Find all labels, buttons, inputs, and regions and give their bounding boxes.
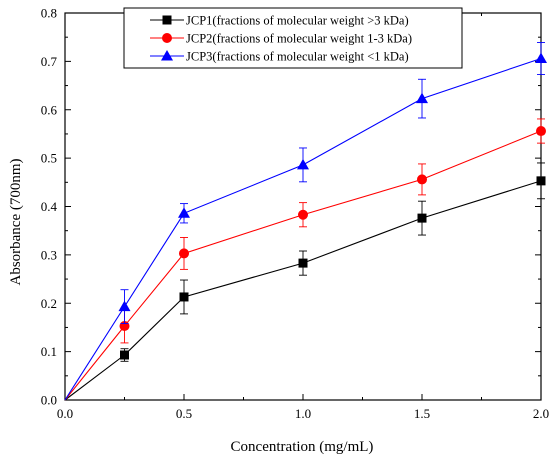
y-tick-label: 0.6 [41, 102, 58, 117]
x-tick-label: 2.0 [533, 406, 549, 421]
x-tick-label: 0.5 [176, 406, 192, 421]
data-point-circle [298, 209, 308, 220]
series-line [64, 180, 542, 401]
series-line [64, 130, 542, 401]
data-point-square [120, 350, 129, 360]
data-point-triangle [297, 158, 309, 170]
y-tick-label: 0.3 [41, 247, 57, 262]
series-line [64, 57, 542, 401]
y-tick-label: 0.0 [41, 393, 57, 408]
x-axis-title: Concentration (mg/mL) [231, 439, 374, 455]
legend-label: JCP2(fractions of molecular weight 1-3 k… [186, 32, 412, 46]
data-point-triangle [161, 50, 173, 61]
data-point-circle [417, 174, 427, 185]
y-axis: 0.0 0.1 0.2 0.3 0.4 0.5 0.6 0.7 0.8 [41, 6, 541, 408]
data-point-square [298, 258, 308, 268]
legend: JCP1(fractions of molecular weight >3 kD… [123, 7, 463, 69]
legend-label: JCP3(fractions of molecular weight <1 kD… [186, 50, 409, 64]
legend-entry: JCP3(fractions of molecular weight <1 kD… [150, 50, 409, 64]
legend-entry: JCP2(fractions of molecular weight 1-3 k… [150, 32, 412, 46]
data-point-square [179, 292, 189, 302]
y-tick-label: 0.8 [41, 6, 57, 21]
data-point-square [536, 176, 546, 186]
x-tick-label: 1.0 [295, 406, 311, 421]
x-tick-label: 0.0 [57, 406, 73, 421]
data-point-circle [162, 33, 172, 43]
series-1 [64, 162, 546, 401]
y-tick-label: 0.2 [41, 296, 57, 311]
x-tick-label: 1.5 [414, 406, 430, 421]
data-point-circle [536, 126, 546, 137]
y-tick-label: 0.1 [41, 344, 57, 359]
data-point-triangle [118, 300, 131, 312]
x-axis: 0.0 0.5 1.0 1.5 2.0 [57, 13, 549, 421]
data-point-square [162, 15, 172, 25]
legend-label: JCP1(fractions of molecular weight >3 kD… [186, 14, 409, 28]
data-point-triangle [416, 92, 428, 104]
y-axis-title: Absorbance (700nm) [8, 158, 24, 285]
data-point-square [417, 213, 427, 223]
data-point-circle [179, 248, 189, 259]
y-tick-label: 0.7 [41, 54, 58, 69]
series-layer [64, 42, 547, 401]
y-tick-label: 0.5 [41, 151, 57, 166]
series-3 [64, 42, 547, 401]
legend-entry: JCP1(fractions of molecular weight >3 kD… [150, 14, 409, 28]
y-tick-label: 0.4 [41, 199, 58, 214]
data-point-triangle [178, 207, 190, 218]
data-point-triangle [535, 52, 547, 63]
